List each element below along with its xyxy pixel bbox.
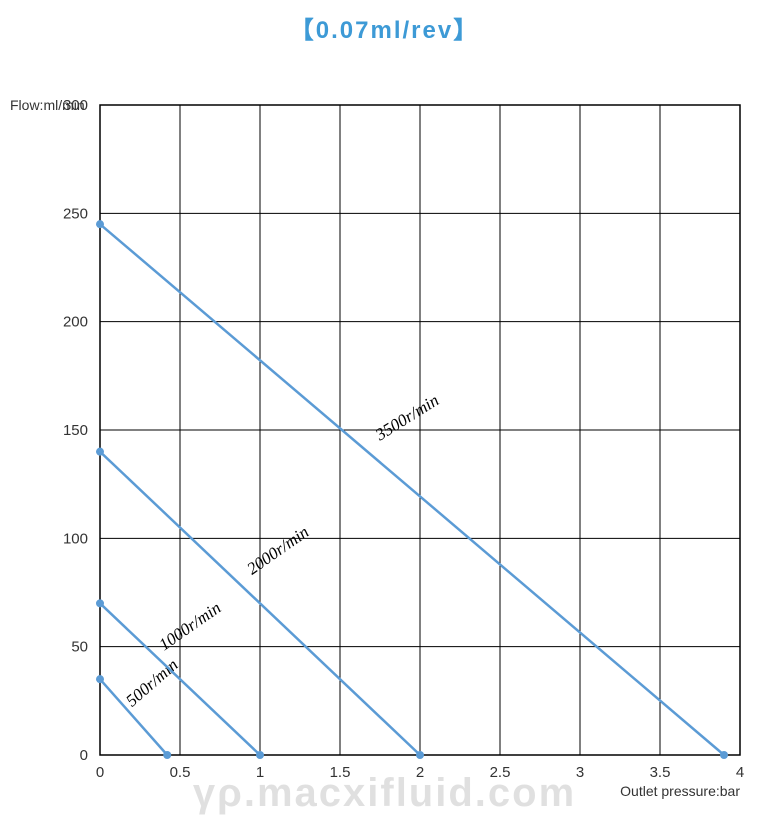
svg-text:150: 150 (63, 422, 88, 439)
chart-title: 【0.07ml/rev】 (10, 10, 759, 45)
svg-text:1: 1 (256, 764, 264, 781)
svg-text:0: 0 (80, 747, 88, 764)
chart-area: Flow:ml/min 00.511.522.533.5405010015020… (10, 55, 750, 795)
svg-text:1000r/min: 1000r/min (155, 598, 224, 654)
svg-text:0: 0 (96, 764, 104, 781)
y-axis-label: Flow:ml/min (10, 97, 85, 113)
chart-svg: 00.511.522.533.54050100150200250300500r/… (10, 55, 750, 795)
svg-text:3.5: 3.5 (650, 764, 671, 781)
svg-text:2: 2 (416, 764, 424, 781)
svg-text:200: 200 (63, 314, 88, 331)
svg-text:3: 3 (576, 764, 584, 781)
svg-text:100: 100 (63, 530, 88, 547)
svg-text:50: 50 (71, 639, 88, 656)
svg-text:3500r/min: 3500r/min (371, 391, 442, 445)
svg-text:2000r/min: 2000r/min (243, 522, 312, 578)
svg-text:4: 4 (736, 764, 744, 781)
svg-text:2.5: 2.5 (490, 764, 511, 781)
svg-text:1.5: 1.5 (330, 764, 351, 781)
x-axis-label: Outlet pressure:bar (620, 783, 740, 799)
svg-text:250: 250 (63, 205, 88, 222)
svg-text:0.5: 0.5 (170, 764, 191, 781)
svg-text:500r/min: 500r/min (122, 655, 182, 710)
